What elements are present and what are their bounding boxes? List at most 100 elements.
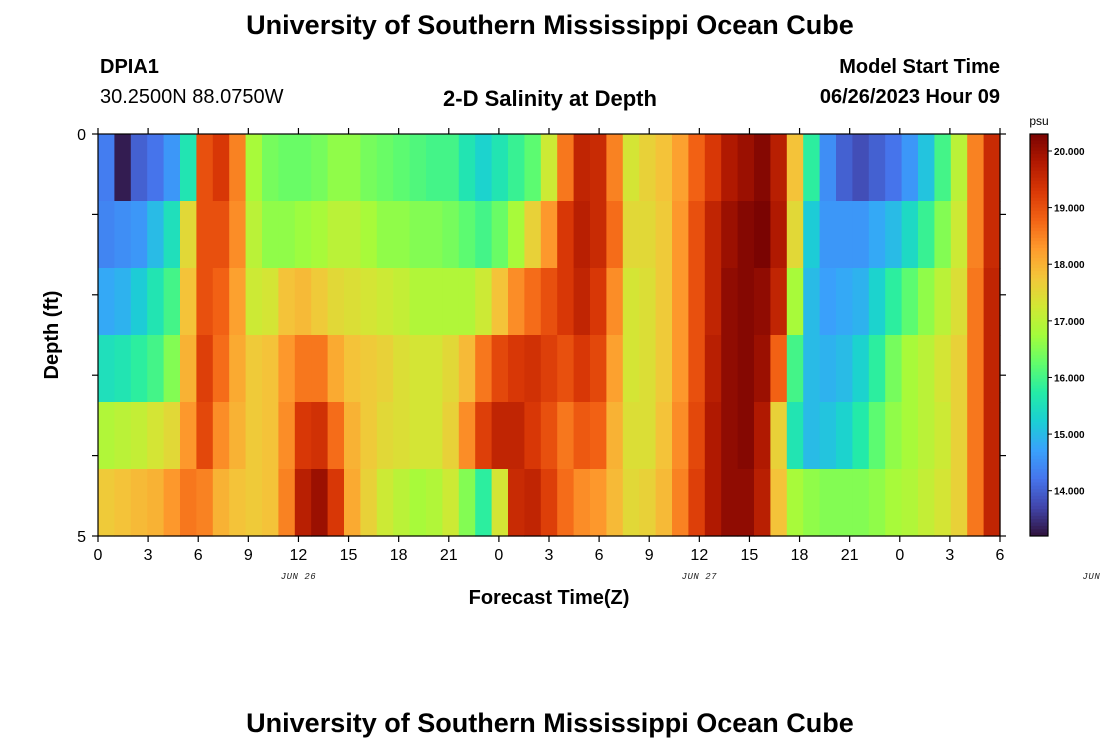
heatmap-cell	[655, 335, 673, 403]
salinity-heatmap-chart: 0 3 6 9 12 15 18 21 0 3 6 9 12 15 18 21 0 3 6 JUN 26 JUN 27 J…	[41, 114, 1100, 609]
x-tick-label: 6	[996, 547, 1005, 564]
heatmap-cell	[540, 469, 558, 537]
heatmap-cell	[836, 469, 853, 537]
heatmap-cell	[950, 335, 968, 403]
heatmap-cell	[278, 469, 296, 537]
heatmap-cell	[360, 335, 378, 403]
heatmap-cell	[278, 134, 296, 202]
heatmap-cell	[426, 268, 443, 336]
colorbar-segment	[1030, 211, 1048, 215]
heatmap-cell	[393, 268, 411, 336]
heatmap-cell	[130, 402, 148, 470]
heatmap-cell	[294, 335, 312, 403]
heatmap-cell	[229, 134, 247, 202]
heatmap-cell	[524, 268, 542, 336]
heatmap-cell	[786, 201, 804, 269]
x-tick-label: 9	[244, 547, 253, 564]
heatmap-cell	[147, 402, 165, 470]
colorbar-segment	[1030, 147, 1048, 152]
x-tick-label: 0	[94, 547, 103, 564]
heatmap-cell	[754, 469, 771, 537]
colorbar-segment	[1030, 184, 1048, 189]
heatmap-cell	[491, 335, 509, 403]
heatmap-cell	[590, 335, 607, 403]
heatmap-cell	[327, 201, 345, 269]
heatmap-cell	[622, 201, 640, 269]
heatmap-cell	[967, 134, 985, 202]
colorbar-segment	[1030, 137, 1048, 142]
model-start-value: 06/26/2023 Hour 09	[819, 86, 1000, 108]
heatmap-cell	[114, 268, 132, 336]
heatmap-cell	[491, 201, 509, 269]
heatmap-cell	[622, 402, 640, 470]
x-tick-label: 15	[340, 547, 358, 564]
heatmap-cell	[376, 134, 394, 202]
colorbar-segment	[1030, 435, 1048, 440]
heatmap-cell	[98, 268, 115, 336]
heatmap-cell	[934, 335, 952, 403]
heatmap-cell	[950, 268, 968, 336]
heatmap-cell	[803, 335, 821, 403]
heatmap-cell	[950, 402, 968, 470]
date-label: JUN 28	[1083, 572, 1100, 582]
heatmap-cell	[130, 268, 148, 336]
heatmap-cell	[245, 201, 263, 269]
heatmap-cell	[573, 201, 591, 269]
heatmap-cell	[114, 335, 132, 403]
colorbar-segment	[1030, 291, 1048, 296]
heatmap-cell	[688, 335, 706, 403]
colorbar-segment	[1030, 365, 1048, 369]
colorbar-segment	[1030, 154, 1048, 158]
heatmap-cell	[344, 469, 361, 537]
heatmap-cell	[508, 201, 525, 269]
colorbar-segment	[1030, 512, 1048, 517]
x-tick-label: 3	[144, 547, 153, 564]
heatmap-cell	[622, 469, 640, 537]
heatmap-cell	[590, 402, 607, 470]
x-axis-title: Forecast Time(Z)	[469, 587, 630, 609]
heatmap-cell	[639, 201, 657, 269]
heatmap-cell	[524, 402, 542, 470]
colorbar-segment	[1030, 448, 1048, 453]
heatmap-cell	[573, 134, 591, 202]
heatmap-cell	[704, 469, 722, 537]
heatmap-cell	[688, 268, 706, 336]
heatmap-cell	[426, 402, 443, 470]
colorbar-segment	[1030, 278, 1048, 282]
heatmap-cell	[294, 402, 312, 470]
colorbar-segment	[1030, 207, 1048, 212]
heatmap-cell	[524, 201, 542, 269]
colorbar-segment	[1030, 472, 1048, 477]
heatmap-cell	[672, 402, 689, 470]
heatmap-cell	[196, 335, 214, 403]
colorbar-segment	[1030, 428, 1048, 433]
heatmap-cell	[98, 134, 115, 202]
heatmap-cell	[803, 201, 821, 269]
heatmap-cell	[836, 335, 853, 403]
heatmap-cell	[196, 201, 214, 269]
colorbar-segment	[1030, 485, 1048, 490]
heatmap-cell	[278, 335, 296, 403]
page-title: University of Southern Mississippi Ocean…	[246, 10, 854, 40]
heatmap-cell	[901, 469, 919, 537]
colorbar-segment	[1030, 197, 1048, 202]
heatmap-cell	[409, 469, 427, 537]
heatmap-cell	[180, 335, 197, 403]
heatmap-cell	[376, 335, 394, 403]
heatmap-cell	[409, 402, 427, 470]
colorbar-segment	[1030, 160, 1048, 165]
x-tick-label: 6	[194, 547, 203, 564]
heatmap-cell	[311, 335, 329, 403]
colorbar-segment	[1030, 301, 1048, 306]
heatmap-cell	[721, 134, 739, 202]
heatmap-cell	[704, 268, 722, 336]
heatmap-cell	[409, 268, 427, 336]
heatmap-cell	[573, 469, 591, 537]
colorbar-tick-label: 19.000	[1054, 204, 1085, 215]
heatmap-cell	[360, 201, 378, 269]
heatmap-cell	[819, 134, 837, 202]
colorbar-segment	[1030, 217, 1048, 222]
colorbar-segment	[1030, 247, 1048, 252]
heatmap-cell	[557, 469, 575, 537]
heatmap-cell	[294, 469, 312, 537]
